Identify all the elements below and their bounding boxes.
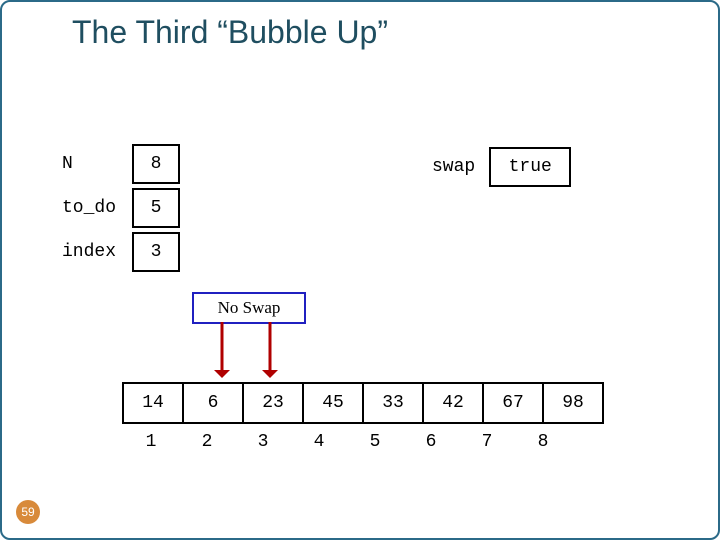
array-cell: 6	[182, 382, 244, 424]
var-cell-n: 8	[132, 144, 180, 184]
index-cell: 3	[234, 432, 292, 452]
array-cell: 42	[422, 382, 484, 424]
swap-group: swap true	[432, 147, 571, 187]
swap-label: swap	[432, 157, 475, 177]
array-cell: 45	[302, 382, 364, 424]
var-cell-index: 3	[132, 232, 180, 272]
swap-value: true	[489, 147, 571, 187]
index-cell: 5	[346, 432, 404, 452]
array-cell: 23	[242, 382, 304, 424]
var-label-todo: to_do	[62, 198, 132, 218]
array-cell: 33	[362, 382, 424, 424]
index-row: 1 2 3 4 5 6 7 8	[122, 432, 572, 452]
index-cell: 7	[458, 432, 516, 452]
slide-number-badge: 59	[16, 500, 40, 524]
var-row: index 3	[62, 230, 180, 274]
var-label-index: index	[62, 242, 132, 262]
var-label-n: N	[62, 154, 132, 174]
index-cell: 8	[514, 432, 572, 452]
arrow-icon	[202, 322, 242, 390]
variable-table: N 8 to_do 5 index 3	[62, 142, 180, 274]
var-cell-todo: 5	[132, 188, 180, 228]
array-cell: 14	[122, 382, 184, 424]
slide-title: The Third “Bubble Up”	[72, 14, 388, 51]
var-row: to_do 5	[62, 186, 180, 230]
arrow-icon	[250, 322, 290, 390]
index-cell: 6	[402, 432, 460, 452]
array-cell: 67	[482, 382, 544, 424]
index-cell: 4	[290, 432, 348, 452]
array-cell: 98	[542, 382, 604, 424]
var-row: N 8	[62, 142, 180, 186]
noswap-box: No Swap	[192, 292, 306, 324]
slide-frame: The Third “Bubble Up” N 8 to_do 5 index …	[0, 0, 720, 540]
index-cell: 2	[178, 432, 236, 452]
array-row: 14 6 23 45 33 42 67 98	[122, 382, 604, 424]
index-cell: 1	[122, 432, 180, 452]
